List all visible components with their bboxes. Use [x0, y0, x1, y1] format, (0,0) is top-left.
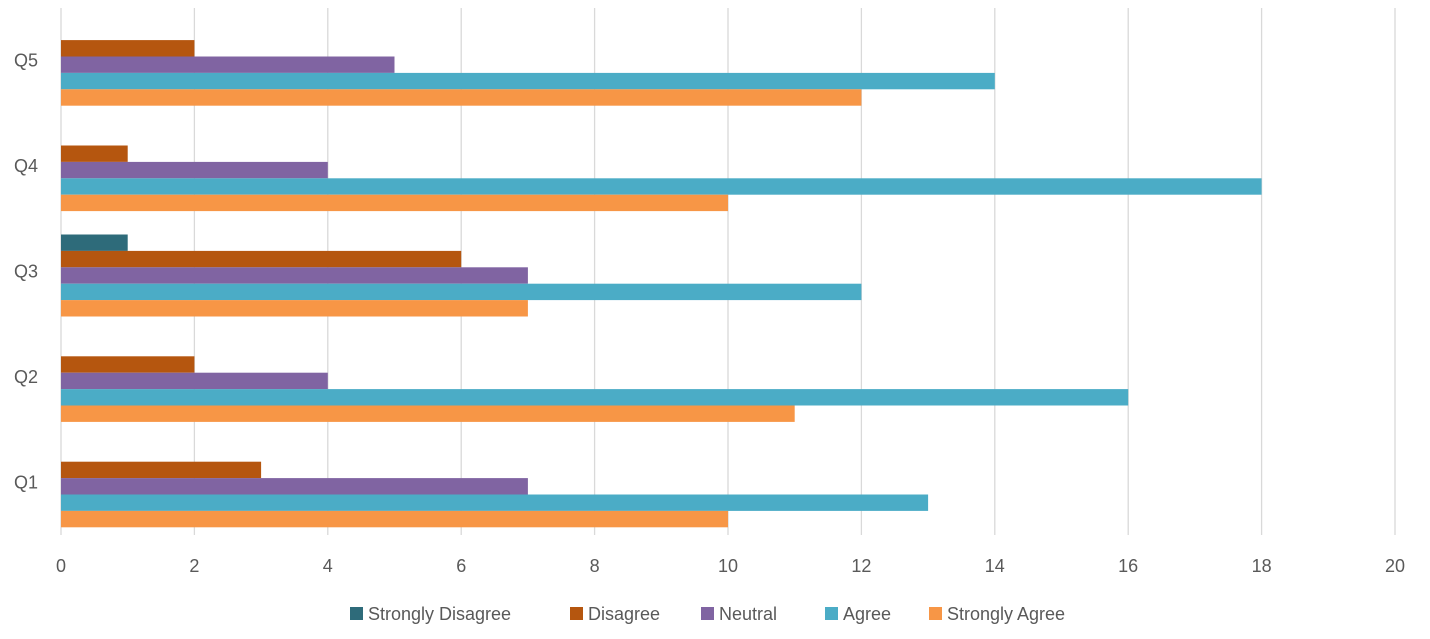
y-category-label: Q5 — [14, 51, 38, 71]
legend-label: Strongly Agree — [947, 604, 1065, 624]
bar-strongly-agree-q4 — [61, 194, 728, 212]
bar-disagree-q3 — [61, 250, 462, 268]
bar-neutral-q4 — [61, 161, 328, 179]
x-tick-label: 16 — [1118, 556, 1138, 576]
bar-disagree-q2 — [61, 356, 195, 373]
bar-strongly-agree-q3 — [61, 300, 528, 317]
legend-swatch — [929, 607, 942, 620]
bar-agree-q2 — [61, 389, 1129, 406]
bars — [61, 40, 1262, 528]
x-tick-label: 10 — [718, 556, 738, 576]
legend: Strongly Disagree Disagree Neutral Agree Str… — [350, 604, 1065, 624]
bar-strongly-agree-q2 — [61, 405, 795, 422]
legend-swatch — [350, 607, 363, 620]
x-tick-label: 12 — [851, 556, 871, 576]
x-tick-label: 4 — [323, 556, 333, 576]
x-tick-label: 6 — [456, 556, 466, 576]
bar-neutral-q5 — [61, 56, 395, 73]
bar-disagree-q1 — [61, 461, 262, 479]
x-tick-label: 0 — [56, 556, 66, 576]
bar-strongly-disagree-q3 — [61, 234, 128, 251]
legend-label: Neutral — [719, 604, 777, 624]
bar-strongly-agree-q5 — [61, 89, 862, 106]
legend-swatch — [825, 607, 838, 620]
y-category-label: Q3 — [14, 262, 38, 282]
bar-neutral-q2 — [61, 372, 328, 390]
legend-swatch — [570, 607, 583, 620]
x-tick-label: 14 — [985, 556, 1005, 576]
bar-agree-q5 — [61, 72, 995, 90]
bar-disagree-q4 — [61, 145, 128, 162]
legend-swatch — [701, 607, 714, 620]
legend-label: Disagree — [588, 604, 660, 624]
bar-strongly-agree-q1 — [61, 510, 728, 528]
bar-disagree-q5 — [61, 40, 195, 57]
x-tick-label: 18 — [1252, 556, 1272, 576]
y-category-label: Q2 — [14, 367, 38, 387]
bar-agree-q4 — [61, 178, 1262, 195]
x-tick-label: 8 — [590, 556, 600, 576]
y-category-label: Q1 — [14, 472, 38, 492]
bar-agree-q1 — [61, 494, 929, 511]
axes: 0 2 4 6 8 10 12 14 16 18 20 Q1 Q2 Q3 Q4 Q5 — [14, 51, 1405, 576]
bar-agree-q3 — [61, 283, 862, 301]
y-category-label: Q4 — [14, 156, 38, 176]
legend-label: Strongly Disagree — [368, 604, 511, 624]
bar-neutral-q1 — [61, 478, 528, 495]
bar-neutral-q3 — [61, 267, 528, 284]
x-tick-label: 20 — [1385, 556, 1405, 576]
x-tick-label: 2 — [189, 556, 199, 576]
legend-label: Agree — [843, 604, 891, 624]
